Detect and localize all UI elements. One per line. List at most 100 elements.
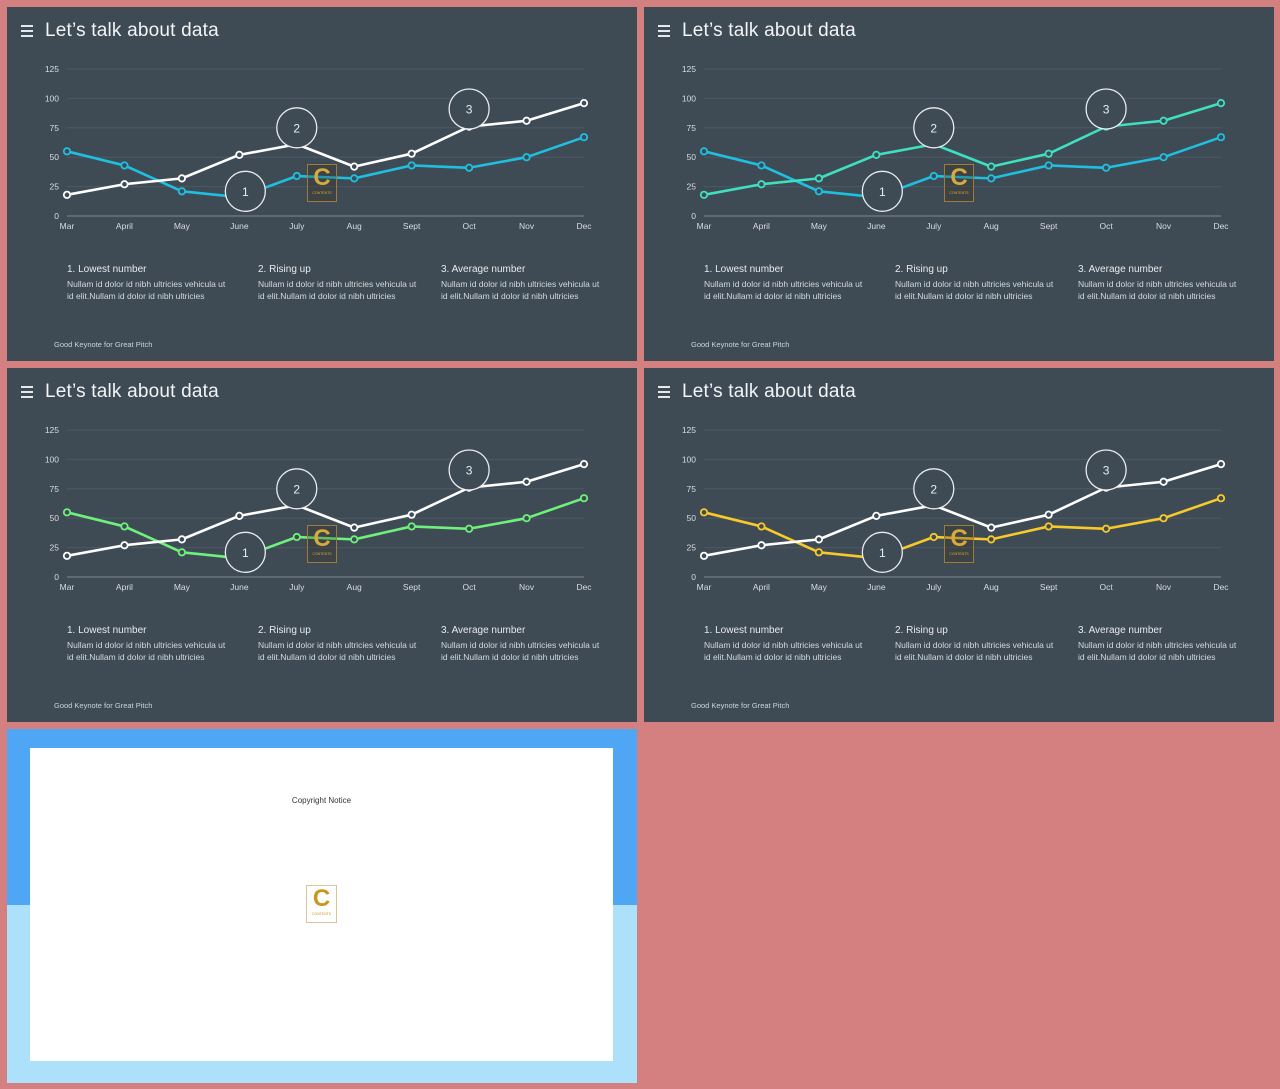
annotation-label: 2	[293, 121, 300, 135]
x-tick-label: Mar	[697, 582, 712, 592]
note-body: Nullam id dolor id nibh ultricies vehicu…	[67, 640, 226, 662]
copyright-slide[interactable]: Copyright Notice C CONTENTS	[7, 729, 637, 1083]
slide-title: Let’s talk about data	[682, 20, 856, 41]
x-tick-label: May	[811, 582, 828, 592]
series-line	[66, 101, 585, 197]
x-tick-label: Aug	[347, 221, 362, 231]
data-point	[177, 535, 186, 544]
slide-title: Let’s talk about data	[682, 381, 856, 402]
note-body: Nullam id dolor id nibh ultricies vehicu…	[895, 640, 1054, 662]
note-title: 3. Average number	[1078, 625, 1163, 636]
note-body: Nullam id dolor id nibh ultricies vehicu…	[1078, 640, 1237, 662]
data-point	[987, 523, 996, 532]
note-average-number: 3. Average number Nullam id dolor id nib…	[1078, 625, 1238, 663]
x-tick-label: Dec	[576, 582, 592, 592]
data-point	[522, 153, 531, 162]
slide-4[interactable]: Let’s talk about data 0 25 50 75 100 125 Mar Ap…	[644, 368, 1274, 722]
y-tick-label: 100	[45, 93, 59, 103]
data-point	[120, 161, 129, 170]
annotation-label: 3	[1103, 102, 1110, 116]
data-point	[407, 161, 416, 170]
note-average-number: 3. Average number Nullam id dolor id nib…	[441, 264, 601, 302]
annotation-label: 1	[242, 185, 249, 199]
annotation-circle	[861, 170, 903, 212]
menu-icon[interactable]	[21, 386, 33, 398]
x-tick-label: July	[289, 221, 305, 231]
x-tick-label: Aug	[984, 582, 999, 592]
data-point	[407, 149, 416, 158]
annotation-circle	[448, 88, 490, 130]
logo-letter: C	[313, 525, 331, 552]
annotation-label: 2	[293, 482, 300, 496]
y-tick-label: 125	[45, 425, 59, 435]
note-average-number: 3. Average number Nullam id dolor id nib…	[1078, 264, 1238, 302]
data-point	[62, 147, 72, 156]
data-point	[292, 532, 301, 542]
x-tick-label: Nov	[1156, 221, 1172, 231]
data-point	[407, 522, 416, 531]
note-body: Nullam id dolor id nibh ultricies vehicu…	[704, 640, 863, 662]
x-tick-label: Oct	[1099, 582, 1113, 592]
data-point	[1102, 524, 1111, 533]
y-tick-label: 50	[687, 513, 697, 523]
note-title: 1. Lowest number	[704, 625, 784, 636]
data-point	[929, 171, 938, 181]
logo-text: CONTENTS	[312, 191, 332, 195]
logo-text: CONTENTS	[311, 912, 332, 916]
data-point	[465, 524, 474, 533]
data-point	[579, 99, 589, 108]
note-title: 2. Rising up	[895, 625, 948, 636]
data-point	[1044, 161, 1053, 170]
x-tick-label: Mar	[60, 582, 75, 592]
note-body: Nullam id dolor id nibh ultricies vehicu…	[67, 279, 226, 301]
slide-2[interactable]: Let’s talk about data 0 25 50 75 100 125 Mar Ap…	[644, 7, 1274, 361]
series-line	[66, 135, 585, 199]
data-point	[350, 162, 359, 171]
slide-footer: Good Keynote for Great Pitch	[691, 340, 790, 349]
x-tick-label: Aug	[347, 582, 362, 592]
data-point	[814, 535, 823, 544]
annotation-label: 2	[930, 482, 937, 496]
x-tick-label: Oct	[1099, 221, 1113, 231]
y-tick-label: 50	[50, 152, 60, 162]
data-point	[235, 150, 244, 159]
slide-1[interactable]: Let’s talk about data 0 25 50 75 100 125 Mar Ap…	[7, 7, 637, 361]
menu-icon[interactable]	[658, 25, 670, 37]
data-point	[350, 174, 359, 183]
menu-icon[interactable]	[658, 386, 670, 398]
x-tick-label: Sept	[403, 221, 421, 231]
annotation-circle	[1085, 449, 1127, 491]
slide-3[interactable]: Let’s talk about data 0 25 50 75 100 125 Mar Ap…	[7, 368, 637, 722]
data-point	[465, 163, 474, 172]
data-point	[120, 541, 129, 550]
y-tick-label: 50	[50, 513, 60, 523]
data-point	[814, 174, 823, 183]
annotation-label: 3	[466, 463, 473, 477]
x-tick-label: April	[753, 221, 770, 231]
x-tick-label: June	[867, 221, 886, 231]
data-point	[1102, 163, 1111, 172]
annotation-label: 2	[930, 121, 937, 135]
data-point	[62, 190, 72, 199]
data-point	[757, 522, 766, 531]
logo-letter: C	[950, 525, 968, 552]
data-point	[987, 535, 996, 544]
x-tick-label: May	[174, 221, 191, 231]
y-tick-label: 25	[687, 182, 697, 192]
menu-icon[interactable]	[21, 25, 33, 37]
x-tick-label: Dec	[576, 221, 592, 231]
note-rising-up: 2. Rising up Nullam id dolor id nibh ult…	[258, 625, 418, 663]
data-point	[1216, 133, 1226, 142]
x-tick-label: June	[230, 582, 249, 592]
logo-letter: C	[950, 164, 968, 191]
data-point	[699, 551, 709, 560]
x-tick-label: Nov	[519, 582, 535, 592]
note-body: Nullam id dolor id nibh ultricies vehicu…	[441, 279, 600, 301]
annotation-circle	[913, 468, 955, 510]
data-point	[1044, 149, 1053, 158]
data-point	[177, 187, 186, 196]
contents-logo: C CONTENTS	[306, 885, 337, 923]
note-body: Nullam id dolor id nibh ultricies vehicu…	[258, 640, 417, 662]
y-tick-label: 25	[687, 543, 697, 553]
note-title: 3. Average number	[1078, 264, 1163, 275]
